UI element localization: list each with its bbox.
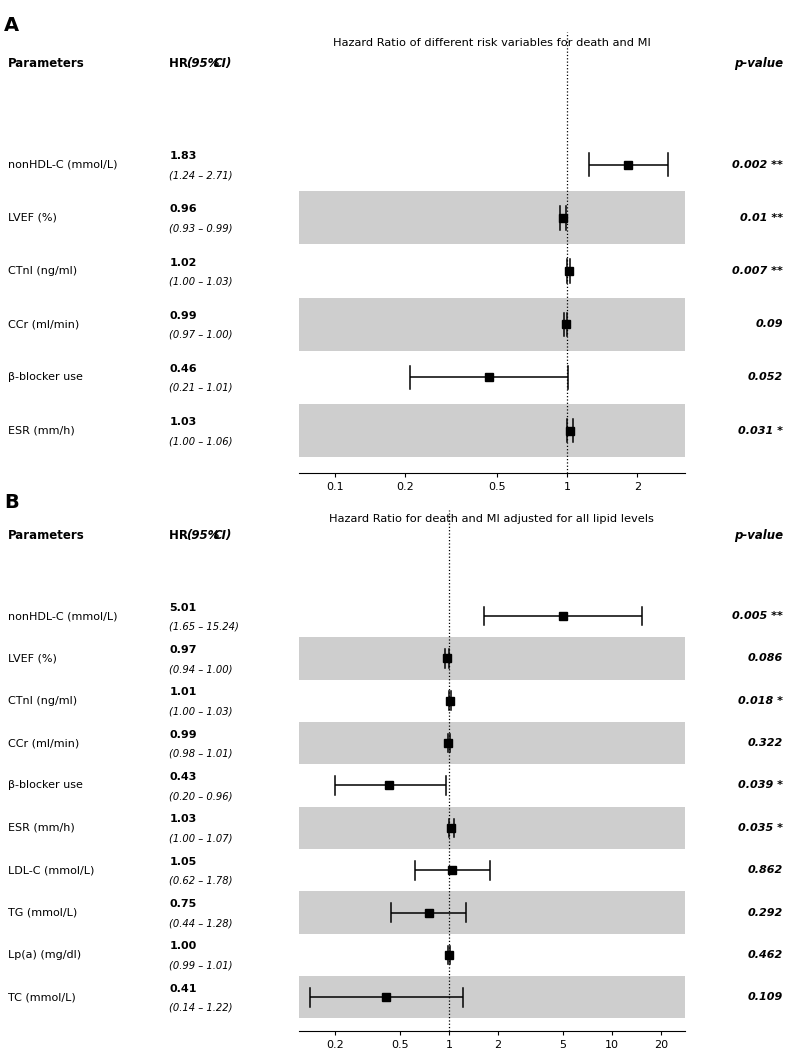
Bar (299, 1018, 685, 1031)
Text: 0.862: 0.862 (748, 865, 783, 875)
Text: 0.035 *: 0.035 * (738, 823, 783, 832)
Text: 0.96: 0.96 (169, 204, 197, 215)
Text: 0.039 *: 0.039 * (738, 780, 783, 791)
Bar (299, 976, 685, 1018)
Text: (1.00 – 1.03): (1.00 – 1.03) (169, 707, 233, 716)
Text: 5.01: 5.01 (169, 603, 197, 612)
Bar (299, 638, 685, 679)
Bar (299, 298, 685, 351)
Bar (299, 351, 685, 404)
Bar (299, 191, 685, 244)
Text: HR: HR (169, 529, 192, 542)
Text: HR: HR (169, 57, 192, 70)
Bar (299, 764, 685, 807)
Text: ESR (mm/h): ESR (mm/h) (8, 823, 75, 832)
Bar (299, 595, 685, 638)
Text: (0.21 – 1.01): (0.21 – 1.01) (169, 383, 233, 393)
Text: (0.98 – 1.01): (0.98 – 1.01) (169, 748, 233, 759)
Text: (95%: (95% (186, 57, 219, 70)
Text: (1.65 – 15.24): (1.65 – 15.24) (169, 622, 239, 631)
Text: (1.24 – 2.71): (1.24 – 2.71) (169, 170, 233, 181)
Text: Hazard Ratio for death and MI adjusted for all lipid levels: Hazard Ratio for death and MI adjusted f… (330, 513, 654, 524)
Text: nonHDL-C (mmol/L): nonHDL-C (mmol/L) (8, 611, 117, 621)
Text: 1.03: 1.03 (169, 814, 197, 824)
Text: 0.09: 0.09 (756, 319, 783, 330)
Text: (0.97 – 1.00): (0.97 – 1.00) (169, 330, 233, 340)
Text: (0.94 – 1.00): (0.94 – 1.00) (169, 664, 233, 674)
Text: (0.99 – 1.01): (0.99 – 1.01) (169, 961, 233, 971)
Text: 0.007 **: 0.007 ** (732, 266, 783, 276)
Text: ESR (mm/h): ESR (mm/h) (8, 425, 75, 436)
Text: 1.03: 1.03 (169, 417, 197, 427)
Text: 0.109: 0.109 (748, 992, 783, 1002)
Text: 0.46: 0.46 (169, 364, 197, 374)
Text: β-blocker use: β-blocker use (8, 780, 83, 791)
Text: 0.99: 0.99 (169, 729, 197, 740)
Text: 0.97: 0.97 (169, 645, 197, 655)
Text: LDL-C (mmol/L): LDL-C (mmol/L) (8, 865, 94, 875)
Bar (299, 722, 685, 764)
Text: β-blocker use: β-blocker use (8, 372, 83, 383)
Bar (299, 404, 685, 457)
Text: 0.75: 0.75 (169, 899, 197, 909)
Text: (0.62 – 1.78): (0.62 – 1.78) (169, 876, 233, 885)
Text: Parameters: Parameters (8, 529, 85, 542)
Bar (299, 933, 685, 976)
Bar (299, 679, 685, 722)
Text: (1.00 – 1.06): (1.00 – 1.06) (169, 436, 233, 446)
Text: 1.02: 1.02 (169, 257, 197, 268)
Bar (299, 502, 685, 595)
Text: Parameters: Parameters (8, 57, 85, 70)
Text: 0.018 *: 0.018 * (738, 696, 783, 706)
Text: (0.93 – 0.99): (0.93 – 0.99) (169, 223, 233, 234)
Text: (0.44 – 1.28): (0.44 – 1.28) (169, 918, 233, 928)
Text: (0.14 – 1.22): (0.14 – 1.22) (169, 1002, 233, 1013)
Text: 0.01 **: 0.01 ** (740, 213, 783, 223)
Text: 0.41: 0.41 (169, 983, 197, 994)
Text: 0.086: 0.086 (748, 654, 783, 663)
Text: Hazard Ratio of different risk variables for death and MI: Hazard Ratio of different risk variables… (333, 37, 651, 48)
Text: p-value: p-value (734, 57, 783, 70)
Text: A: A (4, 16, 19, 35)
Text: 0.002 **: 0.002 ** (732, 159, 783, 170)
Text: B: B (4, 493, 19, 512)
Bar (299, 138, 685, 191)
Text: (95%: (95% (186, 529, 219, 542)
Text: 0.322: 0.322 (748, 738, 783, 748)
Text: 0.462: 0.462 (748, 950, 783, 960)
Text: 0.99: 0.99 (169, 310, 197, 321)
Text: (1.00 – 1.07): (1.00 – 1.07) (169, 833, 233, 843)
Text: Lp(a) (mg/dl): Lp(a) (mg/dl) (8, 950, 81, 960)
Text: CTnI (ng/ml): CTnI (ng/ml) (8, 696, 77, 706)
Text: 0.031 *: 0.031 * (738, 425, 783, 436)
Bar (299, 807, 685, 849)
Text: LVEF (%): LVEF (%) (8, 654, 57, 663)
Text: 0.005 **: 0.005 ** (732, 611, 783, 621)
Bar (299, 244, 685, 298)
Text: CTnI (ng/ml): CTnI (ng/ml) (8, 266, 77, 276)
Text: 1.01: 1.01 (169, 688, 197, 697)
Text: 0.292: 0.292 (748, 908, 783, 917)
Text: nonHDL-C (mmol/L): nonHDL-C (mmol/L) (8, 159, 117, 170)
Text: CCr (ml/min): CCr (ml/min) (8, 738, 79, 748)
Text: 0.43: 0.43 (169, 772, 197, 782)
Text: p-value: p-value (734, 529, 783, 542)
Text: CCr (ml/min): CCr (ml/min) (8, 319, 79, 330)
Text: (0.20 – 0.96): (0.20 – 0.96) (169, 791, 233, 802)
Bar (299, 21, 685, 138)
Text: 0.052: 0.052 (748, 372, 783, 383)
Text: TC (mmol/L): TC (mmol/L) (8, 992, 76, 1002)
Text: 1.05: 1.05 (169, 857, 197, 866)
Text: 1.83: 1.83 (169, 151, 197, 162)
Text: CI): CI) (214, 57, 232, 70)
Text: LVEF (%): LVEF (%) (8, 213, 57, 223)
Bar (299, 457, 685, 473)
Text: TG (mmol/L): TG (mmol/L) (8, 908, 77, 917)
Bar (299, 849, 685, 892)
Text: 1.00: 1.00 (169, 942, 197, 951)
Text: CI): CI) (214, 529, 232, 542)
Bar (299, 892, 685, 933)
Text: (1.00 – 1.03): (1.00 – 1.03) (169, 276, 233, 287)
